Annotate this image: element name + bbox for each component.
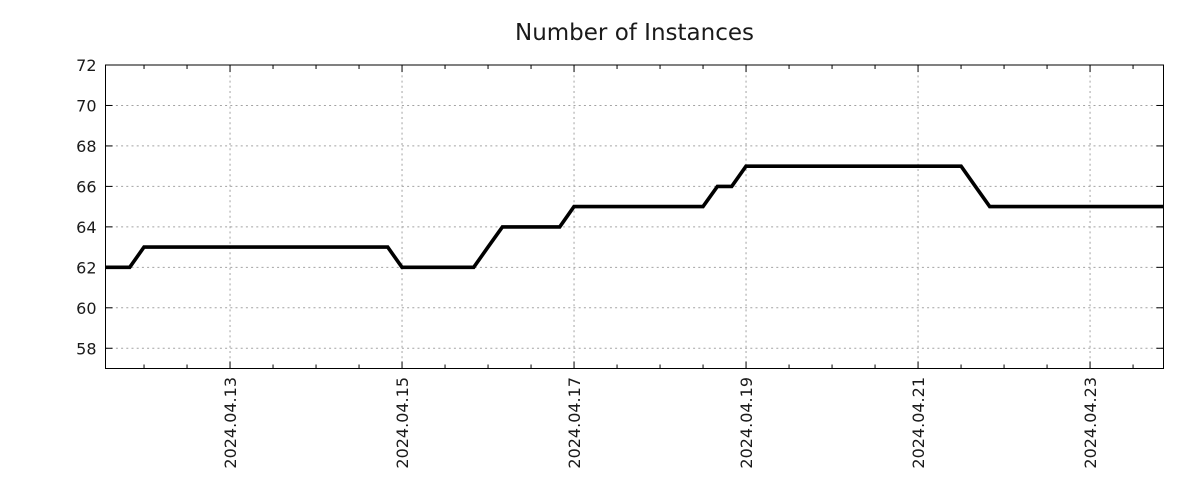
tick-label-layer: 58 60 62 64 66 68 70 72 2024.04.13 2024.04.15 2024… bbox=[76, 56, 1100, 469]
x-tick-label: 2024.04.15 bbox=[393, 377, 412, 469]
x-tick-label: 2024.04.17 bbox=[565, 377, 584, 469]
axes-frame-layer bbox=[105, 64, 1164, 369]
grid-layer bbox=[105, 65, 1164, 369]
x-tick-label: 2024.04.21 bbox=[909, 377, 928, 469]
y-tick-label: 60 bbox=[76, 299, 96, 318]
y-tick-label: 66 bbox=[76, 177, 96, 196]
x-tick-label: 2024.04.13 bbox=[221, 377, 240, 469]
y-tick-label: 72 bbox=[76, 56, 96, 75]
data-series-layer bbox=[105, 164, 1164, 270]
plot-frame bbox=[105, 64, 1164, 369]
y-tick-label: 58 bbox=[76, 339, 96, 358]
chart-title: Number of Instances bbox=[515, 20, 754, 46]
tick-layer bbox=[105, 64, 1164, 369]
x-tick-label: 2024.04.23 bbox=[1081, 377, 1100, 469]
data-line-instances bbox=[105, 164, 1164, 270]
x-tick-label: 2024.04.19 bbox=[737, 377, 756, 469]
y-tick-label: 68 bbox=[76, 137, 96, 156]
y-tick-label: 64 bbox=[76, 218, 96, 237]
y-tick-label: 62 bbox=[76, 258, 96, 277]
y-tick-label: 70 bbox=[76, 96, 96, 115]
